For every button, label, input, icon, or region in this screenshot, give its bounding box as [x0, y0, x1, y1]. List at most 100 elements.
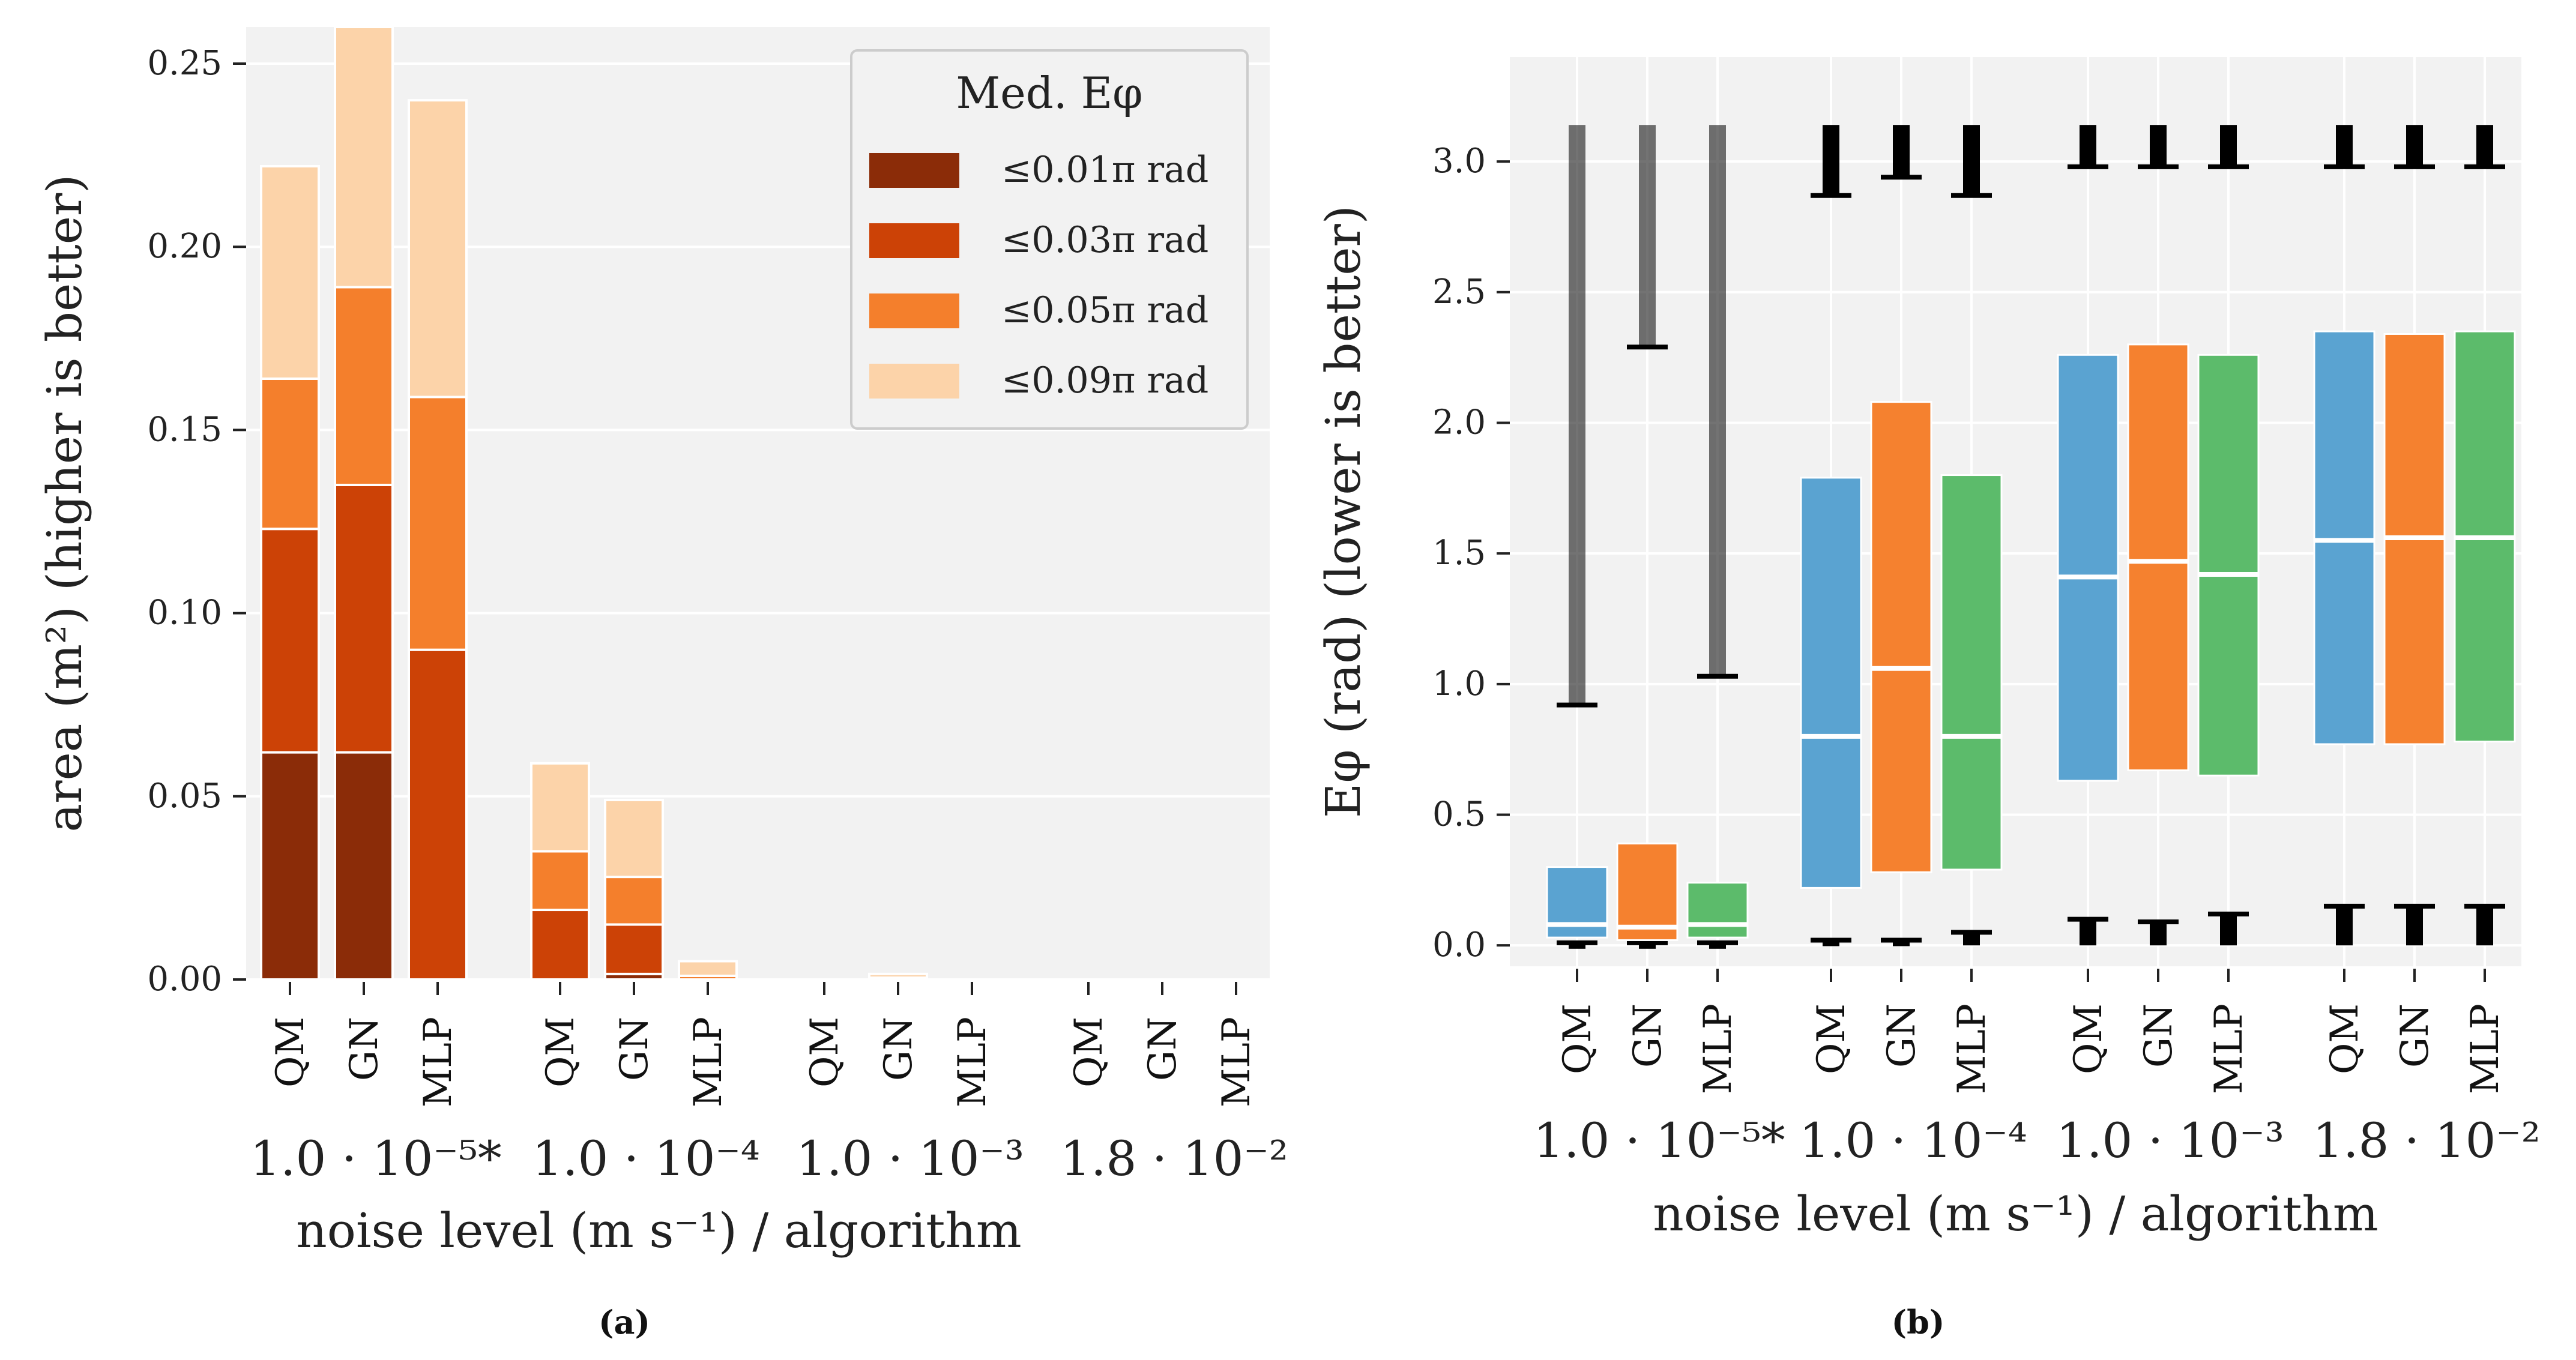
panel-b-box-plot: 0.0 0.5 1.0 1.5 2.0 2.5 3.0 QM GN MLP QM GN MLP QM GN… [1315, 57, 2541, 1341]
panel-a-legend: Med. Eφ ≤0.01π rad≤0.03π rad≤0.05π rad≤0… [850, 49, 1249, 430]
y-tick-label: 0.05 [147, 777, 222, 816]
y-tick-label: 1.5 [1432, 534, 1486, 573]
box-gn [2127, 343, 2189, 771]
legend-title: Med. Eφ [956, 68, 1142, 118]
box-qm [1546, 866, 1608, 939]
box-qm [1800, 477, 1862, 889]
group-label: 1.0 · 10⁻⁵* [250, 1131, 502, 1187]
y-tick-label: 0.15 [147, 410, 222, 449]
box-mlp [1940, 474, 2003, 871]
outlier-strip-high-gn [1893, 125, 1910, 178]
legend-label: ≤0.05π rad [1001, 289, 1208, 331]
y-tick-label: 0.20 [147, 227, 222, 266]
bar-segment-gn-s1 [604, 923, 664, 975]
bar-segment-gn-s0 [334, 751, 394, 981]
outlier-strip-high-qm [1823, 125, 1839, 196]
x-tick-label-qm: QM [2066, 1003, 2111, 1074]
outlier-strip-high-gn [1639, 125, 1656, 348]
y-tick-label: 3.0 [1432, 142, 1486, 181]
group-label: 1.8 · 10⁻² [2312, 1113, 2541, 1169]
x-tick-label-gn: GN [1141, 1017, 1185, 1081]
x-tick-label-gn: GN [612, 1017, 657, 1081]
y-tick-label: 0.00 [147, 960, 222, 999]
outlier-strip-low-qm [1569, 942, 1585, 949]
group-label: 1.0 · 10⁻⁵* [1533, 1113, 1785, 1169]
bar-segment-gn-s3 [868, 972, 928, 979]
outlier-strip-high-qm [2080, 125, 2096, 167]
outlier-strip-high-mlp [2476, 125, 2493, 167]
legend-swatch [869, 364, 959, 399]
bar-segment-gn-s2 [334, 286, 394, 486]
panel-a-x-axis-title: noise level (m s⁻¹) / algorithm [296, 1203, 1021, 1259]
box-gn [1870, 401, 1932, 873]
x-tick-label-mlp: MLP [686, 1017, 731, 1107]
bar-segment-qm-s3 [530, 762, 590, 853]
x-tick-label-qm: QM [268, 1017, 313, 1088]
outlier-strip-high-qm [1569, 125, 1585, 705]
outlier-strip-low-mlp [1709, 942, 1726, 949]
y-tick-label: 1.0 [1432, 664, 1486, 703]
y-tick-label: 0.5 [1432, 795, 1486, 834]
bar-segment-gn-s1 [334, 483, 394, 754]
panel-b-boxes [1546, 125, 2516, 949]
outlier-strip-high-gn [2150, 125, 2167, 167]
x-tick-label-gn: GN [1626, 1003, 1670, 1068]
panel-b-group-labels: 1.0 · 10⁻⁵* 1.0 · 10⁻⁴ 1.0 · 10⁻³ 1.8 · 10⁻… [1533, 1113, 2541, 1169]
outlier-strip-low-mlp [1963, 932, 1980, 946]
bar-segment-qm-s1 [530, 909, 590, 981]
outlier-strip-low-mlp [2476, 906, 2493, 946]
legend-label: ≤0.03π rad [1001, 219, 1208, 261]
x-tick-label-mlp: MLP [2207, 1003, 2251, 1094]
x-tick-label-gn: GN [1880, 1003, 1924, 1068]
group-label: 1.8 · 10⁻² [1060, 1131, 1288, 1187]
panel-b-y-ticks: 0.0 0.5 1.0 1.5 2.0 2.5 3.0 [1432, 142, 1510, 964]
x-tick-label-qm: QM [1809, 1003, 1854, 1074]
outlier-strip-high-mlp [1963, 125, 1980, 196]
group-label: 1.0 · 10⁻⁴ [1799, 1113, 2027, 1169]
x-tick-label-mlp: MLP [1950, 1003, 1994, 1094]
outlier-strip-low-qm [2080, 919, 2096, 946]
panel-a-x-ticks: QM GN MLP QM GN MLP QM GN MLP QM GN MLP [268, 982, 1259, 1107]
box-qm [2313, 330, 2375, 745]
bar-segment-qm-s2 [530, 850, 590, 912]
box-mlp [1686, 882, 1749, 939]
x-tick-label-qm: QM [1067, 1017, 1111, 1088]
x-tick-label-gn: GN [2393, 1003, 2437, 1068]
outlier-strip-high-qm [2336, 125, 2353, 167]
y-tick-label: 0.0 [1432, 925, 1486, 964]
x-tick-label-qm: QM [2323, 1003, 2367, 1074]
panel-a-y-ticks: 0.00 0.05 0.10 0.15 0.20 0.25 [147, 44, 246, 999]
outlier-strip-low-mlp [2220, 913, 2237, 946]
group-label: 1.0 · 10⁻³ [796, 1131, 1024, 1187]
x-tick-label-mlp: MLP [1214, 1017, 1259, 1107]
x-tick-label-mlp: MLP [1696, 1003, 1740, 1094]
x-tick-label-qm: QM [538, 1017, 583, 1088]
box-gn [1616, 842, 1679, 941]
outlier-strip-high-mlp [2220, 125, 2237, 167]
legend-swatch [869, 153, 959, 188]
bar-segment-mlp-s2 [408, 396, 468, 651]
x-tick-label-qm: QM [803, 1017, 847, 1088]
outlier-strip-low-gn [1639, 942, 1656, 949]
panel-b-caption: (b) [1892, 1303, 1945, 1341]
panel-b-y-axis-title: Eφ (rad) (lower is better) [1315, 205, 1371, 818]
x-tick-label-gn: GN [342, 1017, 387, 1081]
box-qm [2057, 354, 2119, 782]
legend-label: ≤0.01π rad [1001, 149, 1208, 191]
legend-label: ≤0.09π rad [1001, 360, 1208, 402]
y-tick-label: 0.25 [147, 44, 222, 83]
bar-segment-qm-s1 [260, 528, 320, 754]
x-tick-label-gn: GN [2137, 1003, 2181, 1068]
x-tick-label-qm: QM [1555, 1003, 1600, 1074]
legend-items: ≤0.01π rad ≤0.03π rad ≤0.05π rad ≤0.09π rad [869, 149, 1208, 402]
x-tick-label-mlp: MLP [416, 1017, 460, 1107]
panel-a-stacked-bar-chart: 0.00 0.05 0.10 0.15 0.20 0.25 QM GN MLP QM GN MLP Q… [37, 26, 1288, 1341]
bar-segment-gn-s2 [604, 876, 664, 926]
panel-a-group-labels: 1.0 · 10⁻⁵* 1.0 · 10⁻⁴ 1.0 · 10⁻³ 1.8 · 10⁻… [250, 1131, 1288, 1187]
bar-segment-qm-s3 [260, 164, 320, 380]
bar-segment-gn-s3 [334, 26, 394, 289]
x-tick-label-gn: GN [876, 1017, 921, 1081]
y-tick-label: 0.10 [147, 594, 222, 633]
panel-a-y-axis-title: area (m²) (higher is better) [37, 175, 92, 832]
